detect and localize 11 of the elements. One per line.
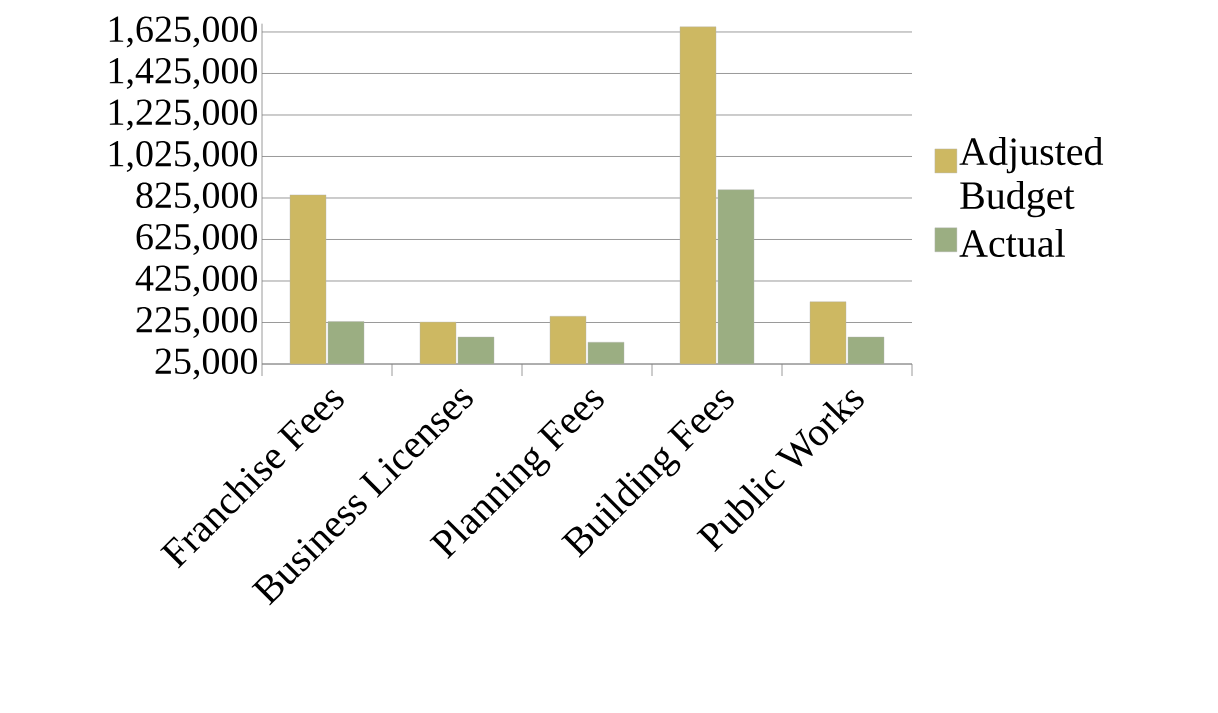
legend-label: Adjusted Budget	[959, 137, 1104, 218]
y-tick-label: 1,425,000	[109, 57, 258, 90]
y-tick-label: 225,000	[136, 306, 258, 339]
y-tick-label: 825,000	[136, 182, 258, 214]
y-tick-label: 1,025,000	[109, 140, 258, 173]
y-tick-label: 1,225,000	[109, 99, 258, 131]
y-tick-label: 425,000	[135, 265, 258, 297]
legend-label: Actual	[959, 228, 1065, 258]
y-tick-label: 25,000	[155, 348, 258, 380]
y-tick-label: 625,000	[136, 223, 258, 256]
y-tick-label: 1,625,000	[109, 16, 258, 48]
